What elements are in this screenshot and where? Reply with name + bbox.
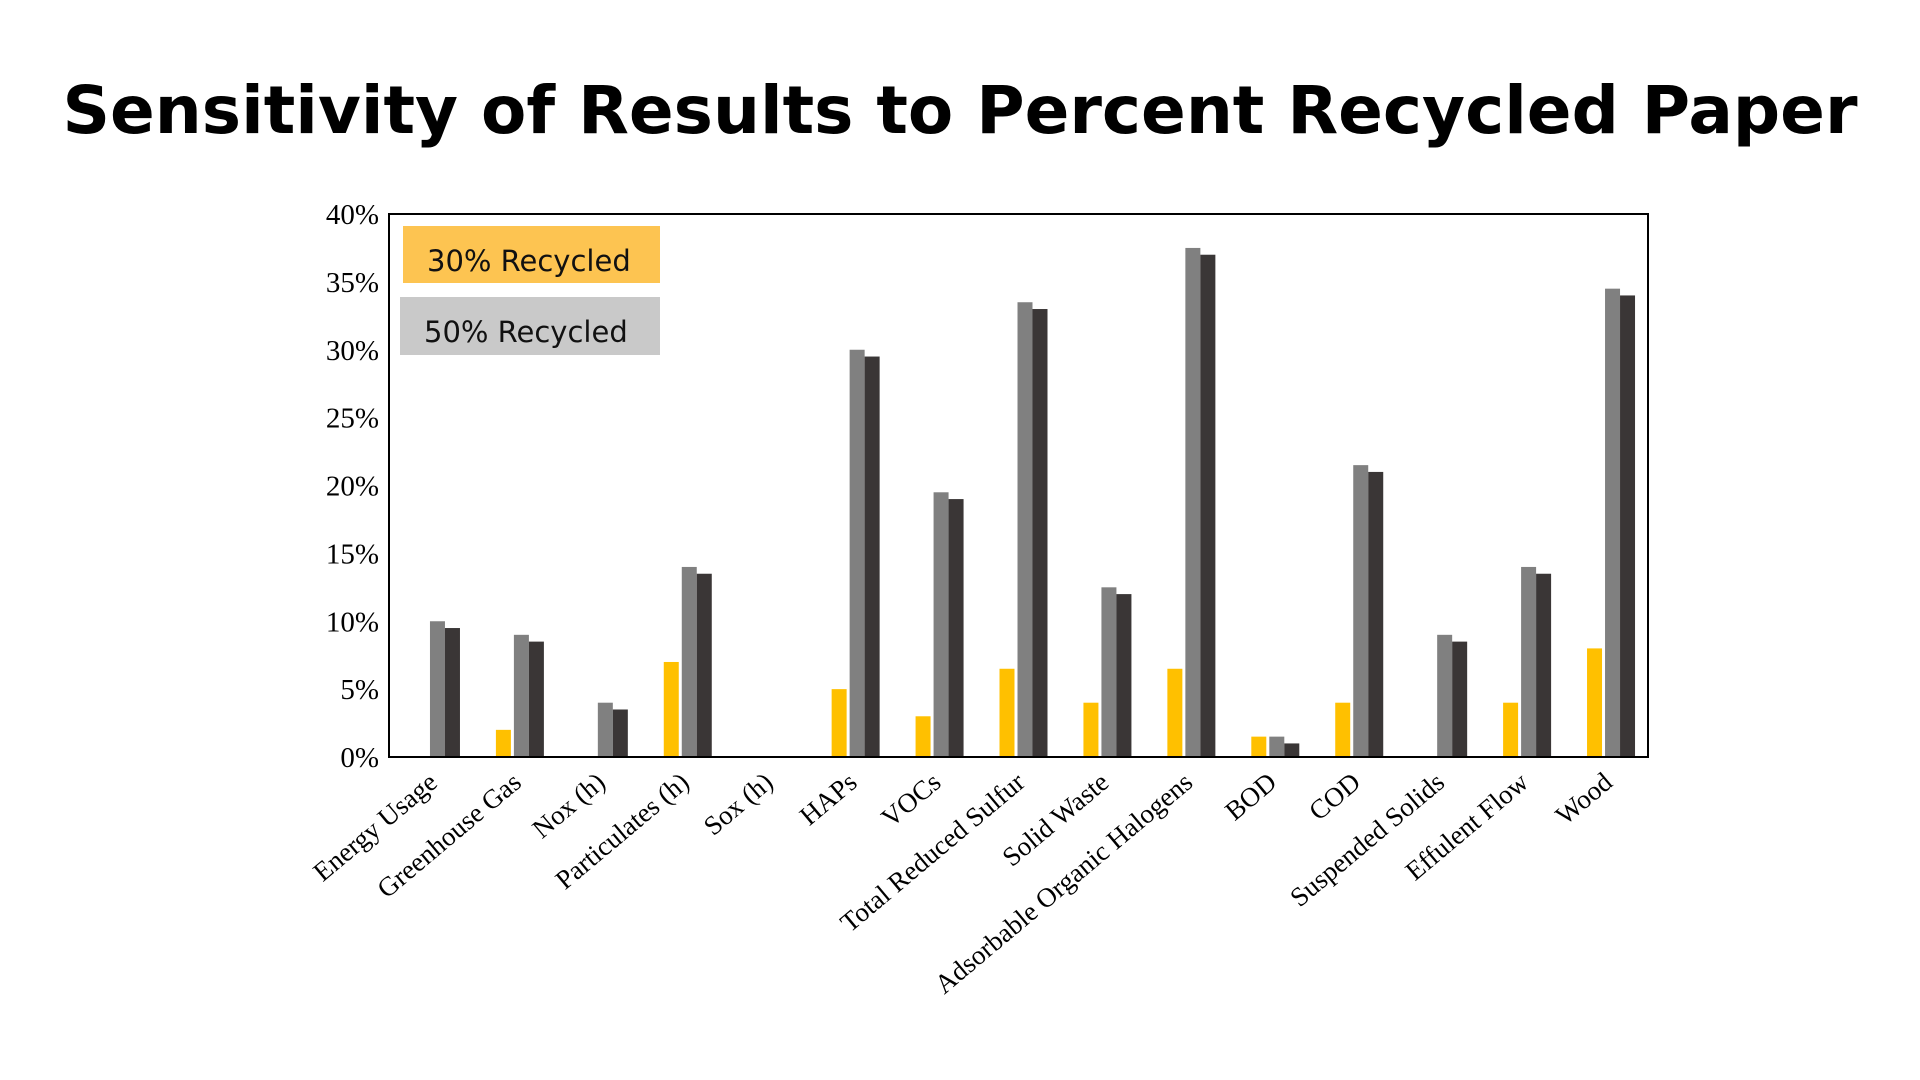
y-tick-label: 15% bbox=[326, 538, 379, 570]
bar-series-2 bbox=[1269, 736, 1285, 757]
bar-series-1 bbox=[1083, 702, 1099, 757]
bar-series-2 bbox=[1353, 465, 1369, 757]
x-tick-label: BOD bbox=[1219, 767, 1282, 827]
x-tick-label: VOCs bbox=[875, 767, 946, 833]
legend: 30% Recycled 50% Recycled bbox=[400, 226, 660, 355]
bar-series-1 bbox=[663, 661, 679, 757]
bar-series-3 bbox=[444, 628, 460, 757]
bar-series-2 bbox=[1521, 566, 1537, 757]
plot-frame bbox=[388, 213, 1649, 758]
y-tick-label: 5% bbox=[340, 674, 379, 706]
bar-series-2 bbox=[597, 702, 613, 757]
bar-series-3 bbox=[864, 356, 880, 757]
bar-series-1 bbox=[1503, 702, 1519, 757]
x-tick-label: HAPs bbox=[794, 767, 863, 831]
bar-series-1 bbox=[1335, 702, 1351, 757]
bar-series-2 bbox=[1605, 288, 1621, 757]
bar-marks bbox=[429, 247, 1636, 757]
x-tick-label: Sox (h) bbox=[698, 767, 779, 842]
bar-series-3 bbox=[1116, 594, 1132, 757]
bar-series-2 bbox=[849, 349, 865, 757]
bar-series-3 bbox=[1032, 309, 1048, 757]
bar-series-1 bbox=[831, 689, 847, 757]
bar-series-2 bbox=[1101, 587, 1117, 757]
bar-series-2 bbox=[933, 492, 949, 757]
y-tick-label: 20% bbox=[326, 471, 379, 503]
bar-series-3 bbox=[1536, 573, 1552, 757]
y-tick-label: 25% bbox=[326, 403, 379, 435]
bar-series-2 bbox=[429, 621, 445, 757]
x-tick-label: COD bbox=[1303, 767, 1366, 827]
legend-label-30: 30% Recycled bbox=[427, 244, 631, 278]
bar-series-3 bbox=[528, 641, 544, 757]
y-tick-label: 40% bbox=[326, 199, 379, 231]
y-axis-ticks: 0% 5% 10% 15% 20% 25% 30% 35% 40% bbox=[326, 199, 379, 774]
legend-swatch-30 bbox=[403, 226, 660, 283]
bar-series-1 bbox=[1251, 736, 1267, 757]
bar-series-1 bbox=[495, 729, 511, 757]
y-tick-label: 35% bbox=[326, 267, 379, 299]
bar-series-2 bbox=[1185, 247, 1201, 757]
bar-series-3 bbox=[612, 709, 628, 757]
bar-series-3 bbox=[1452, 641, 1468, 757]
legend-label-50: 50% Recycled bbox=[424, 315, 628, 349]
bar-series-1 bbox=[999, 668, 1015, 757]
bar-series-3 bbox=[696, 573, 712, 757]
bar-series-3 bbox=[1620, 295, 1636, 757]
x-tick-label: Wood bbox=[1550, 766, 1619, 830]
bar-series-1 bbox=[1167, 668, 1183, 757]
bar-series-3 bbox=[948, 499, 964, 757]
bar-series-3 bbox=[1284, 743, 1300, 757]
page-title: Sensitivity of Results to Percent Recycl… bbox=[62, 72, 1858, 149]
bar-series-3 bbox=[1200, 254, 1216, 757]
legend-swatch-50 bbox=[400, 297, 660, 355]
bar-series-1 bbox=[1587, 648, 1603, 757]
y-tick-label: 0% bbox=[340, 742, 379, 774]
y-tick-label: 30% bbox=[326, 335, 379, 367]
bar-series-3 bbox=[1368, 471, 1384, 757]
x-tick-label: Suspended Solids bbox=[1284, 767, 1450, 913]
bar-series-1 bbox=[915, 716, 931, 757]
bar-series-2 bbox=[1437, 634, 1453, 757]
bar-series-2 bbox=[513, 634, 529, 757]
x-tick-label: Greenhouse Gas bbox=[371, 767, 526, 904]
bar-series-2 bbox=[1017, 302, 1033, 757]
bar-series-2 bbox=[681, 566, 697, 757]
y-tick-label: 10% bbox=[326, 606, 379, 638]
